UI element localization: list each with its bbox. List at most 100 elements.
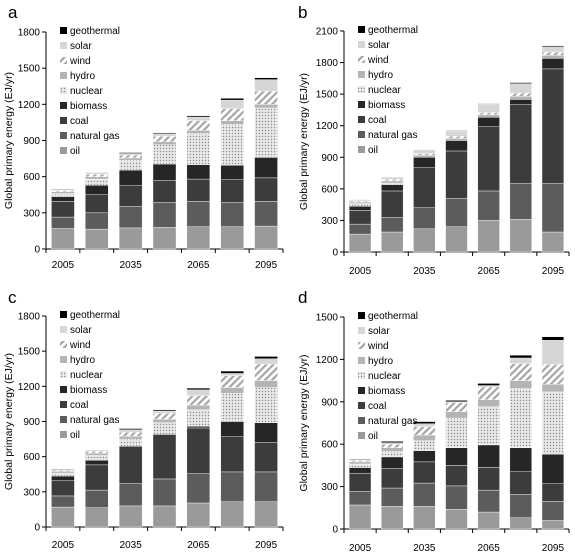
bar-segment-hydro — [348, 201, 372, 204]
legend-swatch — [358, 56, 365, 63]
bar-segment-oil — [118, 505, 143, 528]
bar-segment-coal — [51, 480, 75, 497]
bar-segment-biomass — [254, 422, 278, 443]
legend-swatch — [60, 27, 67, 34]
bar-segment-biomass — [220, 165, 244, 180]
bar-segment-oil — [541, 231, 565, 253]
bar-segment-nuclear — [118, 438, 143, 447]
bar-segment-nuclear — [477, 406, 500, 446]
bar-segment-hydro — [477, 399, 500, 407]
bar-segment-geothermal — [220, 370, 244, 374]
y-tick-label: 1800 — [18, 28, 41, 39]
legend-swatch — [358, 432, 365, 439]
legend-swatch — [358, 86, 365, 93]
y-axis-label: Global primary energy (EJ/yr) — [3, 72, 15, 209]
legend-label: geothermal — [70, 310, 120, 321]
legend-label: solar — [70, 41, 92, 52]
bar-segment-solar — [509, 357, 532, 364]
legend: geothermal solar wind hydro nuclear biomass co… — [358, 25, 418, 156]
bar-segment-solar — [541, 46, 565, 53]
bar-segment-coal — [541, 68, 565, 184]
bar-segment-nuclear — [118, 160, 143, 171]
bar-segment-geothermal — [85, 172, 109, 174]
legend-swatch — [358, 417, 365, 424]
bar-segment-biomass — [254, 157, 278, 179]
legend-label: geothermal — [368, 311, 418, 322]
bar-segment-coal — [509, 471, 532, 495]
x-tick-label: 2065 — [478, 543, 501, 553]
legend-swatch — [60, 371, 67, 378]
y-tick-label: 1500 — [18, 64, 41, 75]
bar-segment-natural-gas — [152, 202, 177, 228]
bar-segment-coal — [381, 468, 404, 489]
legend-swatch — [60, 326, 67, 333]
bar-segment-solar — [220, 373, 244, 376]
bar-segment-biomass — [413, 157, 436, 169]
bar-segment-wind — [152, 136, 177, 142]
y-tick-label: 600 — [321, 440, 338, 451]
legend-swatch — [60, 57, 67, 64]
bar-segment-wind — [541, 51, 565, 56]
bar-segment-coal — [348, 210, 372, 225]
legend: geothermal solar wind hydro nuclear biomass co… — [60, 26, 120, 157]
bar-segment-hydro — [541, 55, 565, 59]
bar-segment-hydro — [186, 404, 211, 410]
panel-letter: c — [8, 288, 17, 307]
bar-segment-natural-gas — [381, 487, 404, 507]
bar-segment-hydro — [541, 383, 565, 393]
bar-segment-coal — [445, 465, 468, 487]
bar-segment-coal — [477, 126, 500, 192]
bar-segment-wind — [477, 112, 500, 115]
legend-label: natural gas — [70, 415, 119, 426]
bar-segment-coal — [152, 434, 177, 480]
y-tick-label: 600 — [321, 184, 338, 195]
bar-segment-oil — [254, 225, 278, 250]
bar-segment-hydro — [509, 380, 532, 389]
panel-a: a 0 300 600 900 1200 1500 1800 Global primary en… — [3, 3, 284, 271]
bar-segment-coal — [541, 483, 565, 502]
bar-segment-wind — [445, 136, 468, 139]
bar-segment-coal — [445, 150, 468, 199]
bar-segment-wind — [413, 153, 436, 156]
bar-segment-geothermal — [445, 130, 468, 132]
bar-segment-solar — [186, 389, 211, 396]
legend: geothermal solar wind hydro nuclear biomass co… — [60, 310, 120, 441]
bar-segment-solar — [152, 410, 177, 414]
legend-label: hydro — [70, 71, 95, 82]
legend-swatch — [358, 26, 365, 33]
bar-segment-solar — [254, 79, 278, 92]
panel-c: c 0 300 600 900 1200 1500 1800 Global primary en… — [3, 288, 284, 551]
bar-segment-nuclear — [51, 472, 75, 477]
legend-label: coal — [70, 400, 88, 411]
bar-segment-nuclear — [348, 203, 372, 207]
legend: geothermal solar wind hydro nuclear biomass co… — [358, 311, 418, 442]
legend-label: nuclear — [368, 371, 401, 382]
bar-segment-geothermal — [118, 428, 143, 430]
bar-segment-wind — [381, 444, 404, 448]
bar-segment-nuclear — [85, 178, 109, 186]
bar-segment-solar — [220, 99, 244, 109]
legend-swatch — [358, 116, 365, 123]
bar-segment-biomass — [186, 425, 211, 429]
legend-label: coal — [70, 116, 88, 127]
bar-segment-hydro — [220, 387, 244, 394]
bar-segment-solar — [477, 103, 500, 113]
legend-label: nuclear — [70, 370, 103, 381]
bar-segment-geothermal — [254, 356, 278, 359]
bar-segment-coal — [254, 177, 278, 202]
y-tick-label: 0 — [34, 523, 40, 534]
legend-label: oil — [70, 430, 80, 441]
bar-segment-nuclear — [152, 422, 177, 435]
bar-segment-wind — [220, 108, 244, 121]
bar-segment-nuclear — [509, 388, 532, 448]
y-tick-label: 300 — [321, 482, 338, 493]
bar-segment-solar — [413, 150, 436, 154]
y-tick-label: 900 — [321, 153, 338, 164]
bar-segment-solar — [186, 116, 211, 121]
bar-segment-wind — [541, 364, 565, 385]
bar-segment-nuclear — [348, 463, 372, 468]
bar-segment-hydro — [152, 141, 177, 145]
bar-segment-hydro — [118, 435, 143, 440]
bar-segment-natural-gas — [220, 471, 244, 502]
bar-segment-hydro — [85, 176, 109, 180]
